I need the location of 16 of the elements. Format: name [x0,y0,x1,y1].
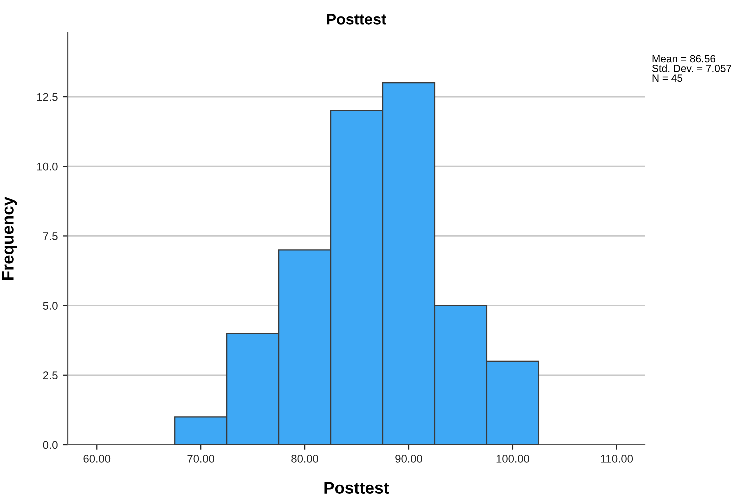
y-tick-label: 7.5 [43,232,58,240]
y-tick-label: 2.5 [43,372,58,380]
x-tick-label: 80.00 [292,455,319,463]
x-axis-title: Posttest [324,482,390,494]
x-tick-label: 100.00 [496,455,530,463]
y-axis-title: Frequency [2,196,18,280]
x-tick-label: 90.00 [396,455,422,463]
x-tick-label: 70.00 [188,455,215,463]
y-tick-label: 0.0 [43,441,58,450]
y-tick-label: 12.5 [38,93,58,102]
y-tick-label: 5.0 [43,302,58,310]
x-tick-label: 60.00 [84,455,111,463]
x-tick-label: 110.00 [601,455,634,463]
text: Mean = 86.56 Std. Dev. = 7.057 N = 45 [652,55,732,82]
y-tick-label: 10.0 [38,162,58,171]
chart-title: Posttest [327,14,386,25]
